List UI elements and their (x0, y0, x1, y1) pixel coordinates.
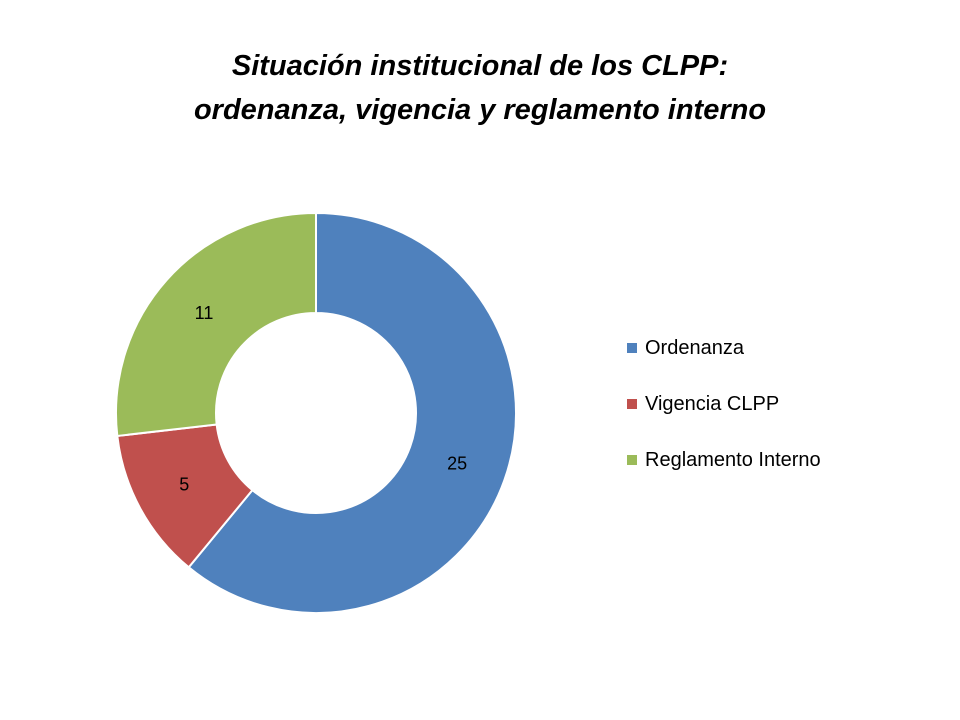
legend-label-reglamento-interno: Reglamento Interno (645, 448, 821, 471)
data-label-vigencia-clpp: 5 (179, 475, 189, 495)
chart-legend: Ordenanza Vigencia CLPP Reglamento Inter… (627, 320, 821, 488)
legend-label-ordenanza: Ordenanza (645, 336, 744, 359)
donut-slice-reglamento-interno (115, 211, 317, 438)
legend-item-vigencia-clpp: Vigencia CLPP (627, 376, 821, 432)
legend-item-reglamento-interno: Reglamento Interno (627, 432, 821, 488)
legend-item-ordenanza: Ordenanza (627, 320, 821, 376)
legend-swatch-vigencia-clpp (627, 399, 637, 409)
legend-swatch-reglamento-interno (627, 455, 637, 465)
chart-title-line-2: ordenanza, vigencia y reglamento interno (193, 94, 767, 126)
legend-label-vigencia-clpp: Vigencia CLPP (645, 392, 780, 415)
legend-swatch-ordenanza (627, 343, 637, 353)
donut-slice-ordenanza (187, 211, 517, 614)
chart-title: Situación institucional de los CLPP: ord… (0, 44, 960, 132)
data-label-ordenanza: 25 (447, 454, 467, 474)
data-label-reglamento-interno: 11 (195, 303, 214, 323)
chart-title-line-1: Situación institucional de los CLPP: (231, 50, 729, 82)
